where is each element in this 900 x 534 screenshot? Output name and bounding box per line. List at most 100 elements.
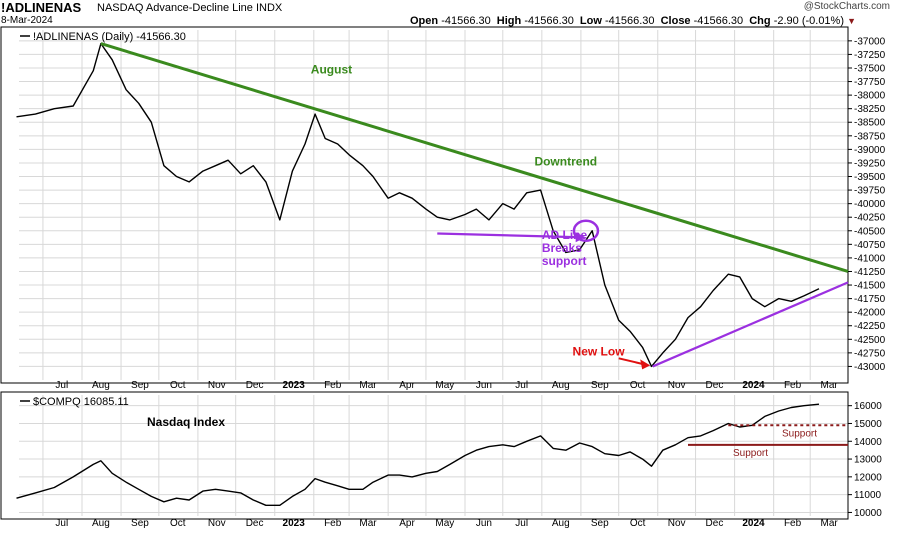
support-label-upper: Support	[782, 428, 817, 439]
adline-x-tick-label: Jul	[55, 380, 68, 391]
low-value: -41566.30	[604, 15, 655, 27]
adline-tick-label: -41000	[854, 253, 886, 264]
nasdaq-x-tick-label: 2024	[742, 518, 765, 529]
nasdaq-x-tick-label: Aug	[552, 518, 570, 529]
nasdaq-tick-label: 14000	[854, 437, 882, 448]
adline-x-tick-label: Mar	[359, 380, 377, 391]
nasdaq-x-tick-label: Mar	[820, 518, 838, 529]
adline-tick-label: -40750	[854, 240, 886, 251]
adline-x-tick-label: Aug	[92, 380, 110, 391]
adline-series-line	[16, 42, 820, 368]
adline-x-tick-label: Apr	[399, 380, 415, 391]
down-triangle-icon: ▼	[847, 16, 856, 26]
downtrend-label: Downtrend	[534, 155, 597, 169]
downtrend-line	[100, 42, 849, 273]
nasdaq-x-tick-label: Apr	[399, 518, 415, 529]
nasdaq-x-tick-label: Mar	[359, 518, 377, 529]
adline-x-tick-label: Oct	[630, 380, 646, 391]
new-low-arrowhead	[640, 359, 651, 370]
new-low-arrow-shaft	[618, 357, 645, 366]
nasdaq-x-tick-label: Jul	[515, 518, 528, 529]
support-line	[437, 232, 580, 239]
adline-x-tick-label: Sep	[591, 380, 609, 391]
high-label: High	[496, 15, 522, 27]
adline-tick-label: -38250	[854, 104, 886, 115]
adline-tick-label: -39750	[854, 186, 886, 197]
adline-tick-label: -42500	[854, 335, 886, 346]
chart-symbol: !ADLINENAS	[1, 0, 82, 15]
nasdaq-x-tick-label: Sep	[131, 518, 149, 529]
ad-line-breaks-label: AD Line Breaks support	[542, 228, 588, 268]
adline-tick-label: -38500	[854, 118, 886, 129]
nasdaq-tick-label: 16000	[854, 401, 882, 412]
chg-label: Chg	[749, 15, 771, 27]
adline-tick-label: -38750	[854, 131, 886, 142]
nasdaq-x-tick-label: Nov	[668, 518, 686, 529]
nasdaq-x-tick-label: Dec	[706, 518, 724, 529]
nasdaq-tick-label: 13000	[854, 455, 882, 466]
august-label: August	[311, 62, 352, 76]
adline-x-tick-label: May	[435, 380, 454, 391]
nasdaq-x-tick-label: Jul	[55, 518, 68, 529]
adline-tick-label: -41750	[854, 294, 886, 305]
adline-x-tick-label: Dec	[246, 380, 264, 391]
adline-tick-label: -39500	[854, 172, 886, 183]
high-value: -41566.30	[524, 15, 574, 27]
nasdaq-x-tick-label: Nov	[208, 518, 226, 529]
nasdaq-x-tick-label: May	[435, 518, 454, 529]
adline-tick-label: -43000	[854, 362, 886, 373]
open-value: -41566.30	[441, 15, 491, 27]
close-label: Close	[660, 15, 691, 27]
low-label: Low	[579, 15, 602, 27]
adline-tick-label: -37750	[854, 77, 886, 88]
adline-tick-label: -39000	[854, 145, 886, 156]
chart-date: 8-Mar-2024	[1, 15, 53, 26]
adline-tick-label: -40500	[854, 226, 886, 237]
stockcharts-watermark: @StockCharts.com	[803, 1, 890, 12]
adline-x-tick-label: Feb	[784, 380, 802, 391]
new-low-label: New Low	[573, 345, 626, 359]
nasdaq-x-tick-label: Dec	[246, 518, 264, 529]
adline-x-tick-label: 2023	[283, 380, 306, 391]
nasdaq-x-tick-label: Oct	[630, 518, 646, 529]
nasdaq-legend-label: $COMPQ 16085.11	[33, 396, 129, 408]
nasdaq-x-tick-label: Feb	[784, 518, 802, 529]
adline-tick-label: -42750	[854, 348, 886, 359]
adline-tick-label: -40250	[854, 213, 886, 224]
adline-tick-label: -41250	[854, 267, 886, 278]
adline-tick-label: -42250	[854, 321, 886, 332]
adline-x-tick-label: Oct	[170, 380, 186, 391]
adline-panel-border	[0, 26, 849, 384]
adline-x-tick-label: 2024	[742, 380, 765, 391]
adline-tick-label: -39250	[854, 158, 886, 169]
support-label-lower: Support	[733, 448, 768, 459]
adline-x-tick-label: Jul	[515, 380, 528, 391]
breakdown-circle	[572, 219, 600, 243]
nasdaq-tick-label: 10000	[854, 508, 882, 519]
adline-x-tick-label: Feb	[324, 380, 342, 391]
adline-x-tick-label: Mar	[820, 380, 838, 391]
nasdaq-x-tick-label: Oct	[170, 518, 186, 529]
adline-x-tick-label: Nov	[208, 380, 226, 391]
nasdaq-x-tick-label: Aug	[92, 518, 110, 529]
nasdaq-tick-label: 11000	[854, 490, 882, 501]
quote-bar: Open -41566.30 High -41566.30 Low -41566…	[410, 15, 856, 27]
nasdaq-x-tick-label: Feb	[324, 518, 342, 529]
adline-x-tick-label: Dec	[706, 380, 724, 391]
adline-tick-label: -41500	[854, 281, 886, 292]
adline-x-tick-label: Sep	[131, 380, 149, 391]
nasdaq-panel-border	[0, 391, 849, 520]
chart-description: NASDAQ Advance-Decline Line INDX	[97, 2, 283, 14]
nasdaq-x-tick-label: Sep	[591, 518, 609, 529]
close-value: -41566.30	[693, 15, 744, 27]
nasdaq-tick-label: 15000	[854, 419, 882, 430]
open-label: Open	[410, 15, 439, 27]
nasdaq-tick-label: 12000	[854, 472, 882, 483]
nasdaq-series-line	[16, 403, 820, 506]
adline-tick-label: -37000	[854, 36, 886, 47]
adline-legend-label: !ADLINENAS (Daily) -41566.30	[33, 31, 186, 43]
adline-x-tick-label: Jun	[476, 380, 492, 391]
adline-tick-label: -40000	[854, 199, 886, 210]
adline-tick-label: -37250	[854, 50, 886, 61]
